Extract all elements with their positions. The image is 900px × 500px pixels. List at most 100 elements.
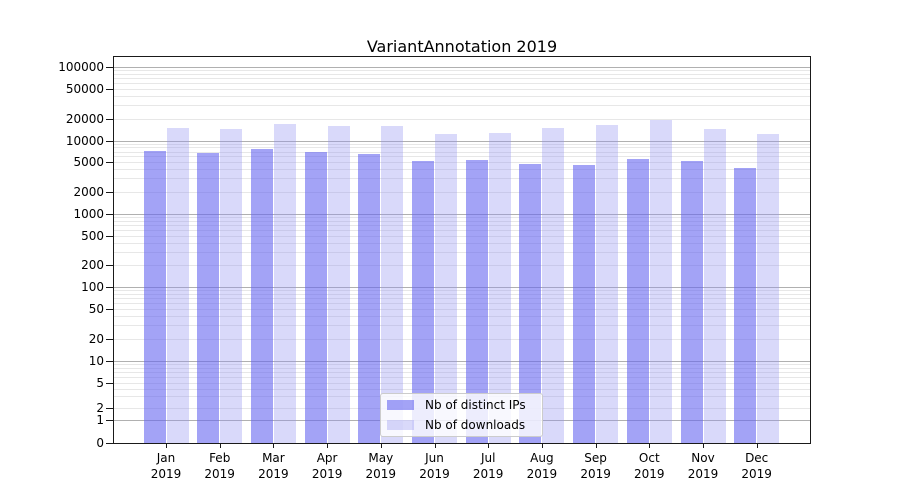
y-tick-label-1: 1 — [96, 412, 104, 427]
gridline-minor — [114, 78, 810, 80]
gridline-minor — [114, 156, 810, 158]
chart-legend: Nb of distinct IPs Nb of downloads — [380, 393, 543, 437]
x-tick-label-may-2019: May 2019 — [365, 451, 397, 481]
y-tick-label-50: 50 — [88, 302, 104, 316]
x-tick-label-nov-2019: Nov 2019 — [687, 451, 719, 481]
x-tick-mark — [166, 443, 167, 448]
legend-item-distinct-ips: Nb of distinct IPs — [381, 397, 542, 413]
gridline-minor — [114, 388, 810, 390]
x-tick-label-jun-2019: Jun 2019 — [419, 451, 450, 481]
gridline-minor — [114, 363, 810, 365]
y-tick-label-2: 2 — [96, 400, 104, 415]
legend-label-downloads: Nb of downloads — [425, 418, 526, 432]
gridline-minor — [114, 303, 810, 305]
y-tick-label-100000: 100000 — [58, 59, 104, 74]
gridline-minor — [114, 96, 810, 98]
x-tick-mark — [219, 443, 221, 448]
y-tick-label-0: 0 — [96, 436, 104, 450]
y-tick-label-200: 200 — [81, 258, 104, 272]
y-tick-label-10: 10 — [88, 353, 104, 368]
bar-downloads-jan — [166, 128, 189, 443]
gridline-minor — [114, 105, 810, 107]
gridline-minor — [114, 224, 810, 226]
x-tick-label-feb-2019: Feb 2019 — [204, 451, 235, 481]
gridline-minor — [114, 69, 810, 71]
bar-downloads-aug — [542, 128, 565, 443]
y-tick-label-100: 100 — [81, 280, 104, 294]
bar-downloads-may — [381, 125, 404, 443]
gridline-minor — [114, 294, 810, 296]
y-tick-mark — [106, 66, 113, 68]
legend-swatch-downloads-icon — [387, 420, 414, 430]
x-tick-mark — [541, 443, 543, 448]
gridline-minor — [114, 216, 810, 218]
y-tick-mark — [106, 191, 113, 193]
gridline-major — [114, 213, 810, 215]
y-tick-mark — [106, 213, 113, 215]
bar-downloads-oct — [649, 120, 672, 443]
plot-area — [113, 56, 811, 444]
gridline-major — [114, 360, 810, 362]
gridline-minor — [114, 251, 810, 253]
gridline-minor — [114, 242, 810, 244]
x-tick-label-dec-2019: Dec 2019 — [741, 451, 772, 481]
y-tick-mark — [106, 443, 113, 444]
gridline-major — [114, 287, 810, 288]
chart-title: VariantAnnotation 2019 — [366, 37, 558, 56]
y-tick-label-5000: 5000 — [73, 155, 104, 169]
bar-distinct-ips-dec — [734, 167, 757, 443]
y-tick-label-20000: 20000 — [65, 111, 104, 126]
x-tick-label-apr-2019: Apr 2019 — [311, 451, 343, 481]
gridline-minor — [114, 382, 810, 384]
x-tick-label-aug-2019: Aug 2019 — [526, 451, 558, 481]
bar-downloads-apr — [327, 125, 350, 443]
x-tick-mark — [273, 443, 275, 448]
legend-label-distinct-ips: Nb of distinct IPs — [425, 398, 526, 412]
y-tick-mark — [106, 338, 113, 340]
y-tick-label-10000: 10000 — [65, 133, 104, 148]
gridline-minor — [114, 229, 810, 231]
gridline-minor — [114, 325, 810, 327]
x-tick-label-jan-2019: Jan 2019 — [150, 451, 182, 481]
y-tick-label-5: 5 — [96, 375, 104, 390]
gridline-minor — [114, 290, 810, 292]
gridline-minor — [114, 298, 810, 300]
y-tick-mark — [106, 140, 113, 142]
y-tick-mark — [106, 407, 113, 409]
bar-downloads-jul — [488, 133, 511, 443]
gridline-major — [114, 140, 810, 142]
x-tick-mark — [703, 443, 704, 448]
x-tick-mark — [380, 443, 382, 448]
gridline-minor — [114, 118, 810, 120]
bar-distinct-ips-may — [358, 154, 381, 443]
bar-downloads-feb — [220, 128, 243, 443]
x-tick-mark — [488, 443, 490, 448]
x-tick-label-oct-2019: Oct 2019 — [634, 451, 665, 481]
y-tick-label-2000: 2000 — [73, 184, 104, 199]
gridline-minor — [114, 83, 810, 85]
y-tick-mark — [106, 360, 113, 362]
gridline-minor — [114, 162, 810, 163]
gridline-minor — [114, 220, 810, 222]
gridline-minor — [114, 151, 810, 153]
y-tick-mark — [106, 118, 113, 120]
bar-distinct-ips-mar — [250, 148, 273, 443]
gridline-minor — [114, 309, 810, 310]
y-tick-mark — [106, 265, 113, 266]
gridline-minor — [114, 191, 810, 193]
bar-downloads-jun — [435, 134, 457, 443]
bar-downloads-nov — [703, 128, 726, 443]
bar-downloads-sep — [596, 124, 619, 443]
y-tick-mark — [106, 287, 113, 288]
legend-swatch-distinct-ips-icon — [387, 400, 414, 410]
y-tick-label-1000: 1000 — [73, 206, 104, 221]
x-tick-label-sep-2019: Sep 2019 — [580, 451, 611, 481]
gridline-major — [114, 66, 810, 68]
y-tick-mark — [106, 162, 113, 163]
legend-item-downloads: Nb of downloads — [381, 417, 542, 433]
gridline-minor — [114, 265, 810, 266]
bar-distinct-ips-jun — [412, 160, 434, 443]
gridline-minor — [114, 371, 810, 373]
gridline-minor — [114, 169, 810, 171]
